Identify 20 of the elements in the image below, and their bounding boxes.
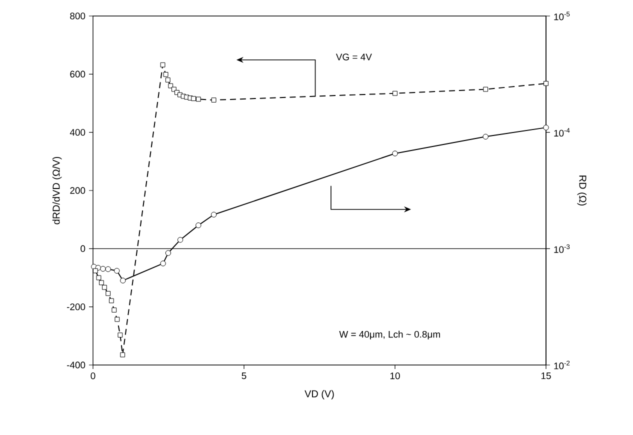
x-axis-title: VD (V) — [304, 390, 334, 400]
y-tick-label: 600 — [70, 70, 86, 78]
y2-tick-label: 10$^{-2}$ — [554, 360, 570, 370]
annotation: VG = 4V — [336, 54, 372, 60]
y-tick-label: 400 — [70, 128, 86, 136]
y-axis-title: dRD/dVD (Ω/V) — [52, 156, 62, 224]
y-tick-label: 800 — [70, 12, 86, 20]
x-tick-label: 0 — [90, 372, 96, 380]
y2-tick-label: 10$^{-4}$ — [554, 128, 570, 137]
x-tick-label: 10 — [390, 372, 400, 380]
y-tick-label: 0 — [80, 245, 86, 252]
y2-tick-label: 10$^{-3}$ — [554, 244, 570, 253]
y2-tick-label: 10$^{-5}$ — [554, 12, 570, 20]
y-tick-label: -200 — [66, 303, 86, 310]
x-tick-label: 15 — [541, 372, 551, 380]
y-tick-label: 200 — [70, 187, 86, 194]
annotation: W = 40μm, Lch ~ 0.8μm — [339, 330, 440, 340]
y-tick-label: -400 — [66, 362, 86, 368]
x-tick-label: 5 — [242, 372, 246, 380]
y2-axis-title: RD (Ω) — [577, 176, 587, 206]
